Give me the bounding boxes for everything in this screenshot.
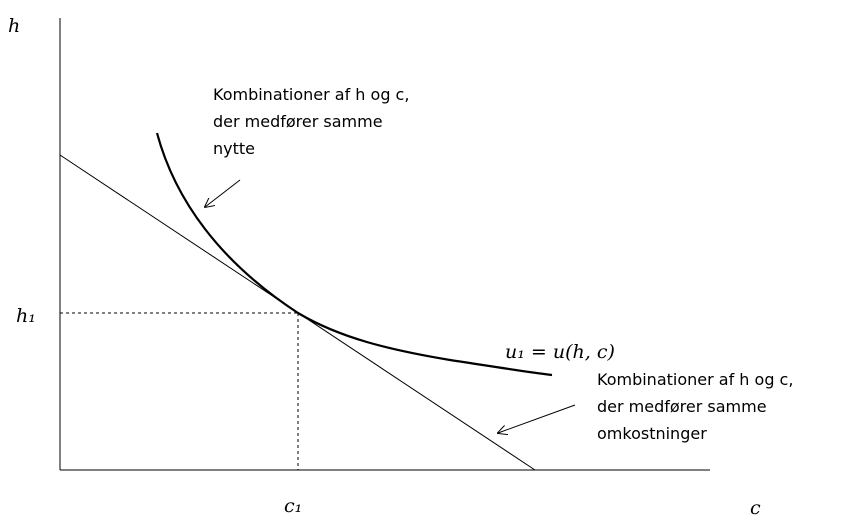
annotation-line: Kombinationer af h og c,	[597, 370, 793, 389]
annotation-line: der medfører samme	[597, 397, 767, 416]
arrow	[205, 179, 241, 207]
h1-label: h₁	[16, 305, 36, 327]
annotation-line: nytte	[213, 139, 255, 158]
annotation-line: Kombinationer af h og c,	[213, 85, 409, 104]
y-axis-label: h	[8, 15, 20, 37]
annotation-line: omkostninger	[597, 424, 707, 443]
annotation-line: der medfører samme	[213, 112, 383, 131]
arrow	[498, 404, 576, 433]
c1-label: c₁	[284, 495, 302, 517]
curve-label: u₁ = u(h, c)	[505, 341, 615, 363]
x-axis-label: c	[750, 497, 761, 519]
indifference-curve	[155, 132, 553, 377]
